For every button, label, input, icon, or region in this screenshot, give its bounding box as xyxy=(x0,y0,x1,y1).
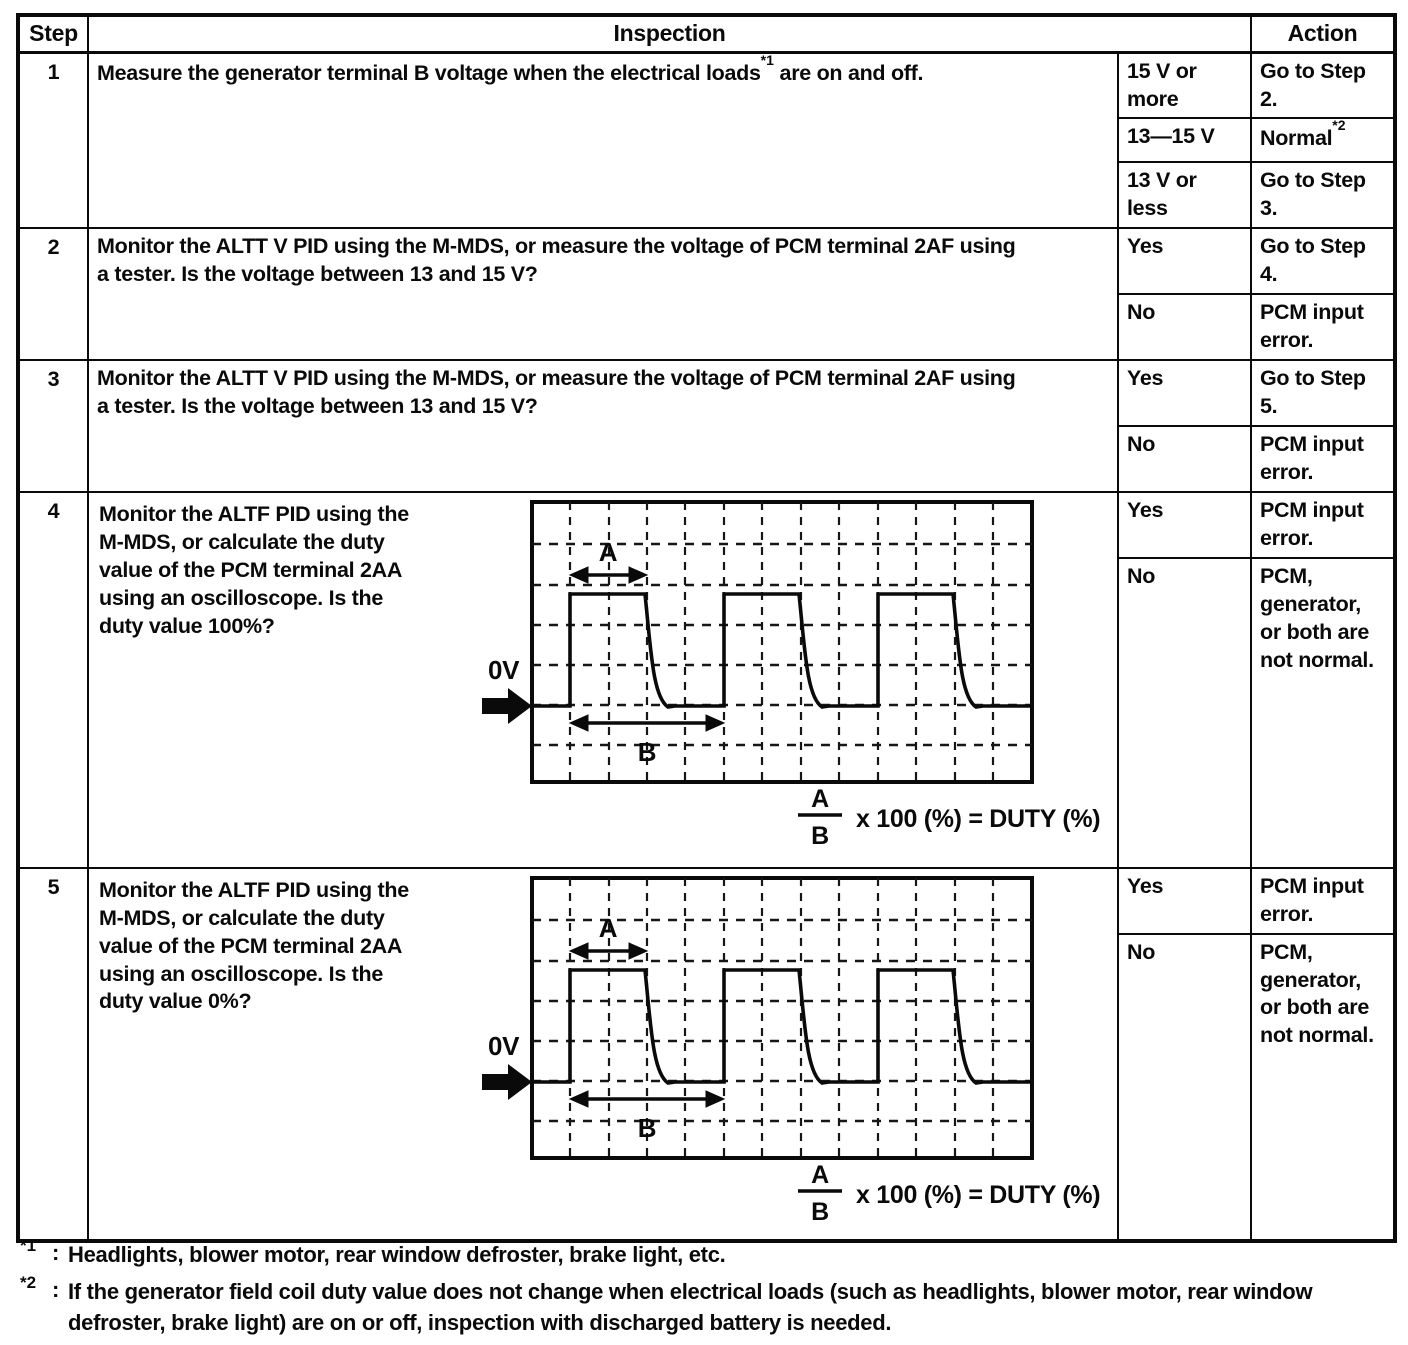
inspection-text-line: M-MDS, or calculate the duty xyxy=(99,905,385,930)
period-arrow xyxy=(568,1089,726,1108)
inspection-text-part: Measure the generator terminal B voltage… xyxy=(97,60,761,85)
inspection-text-line: duty value 0%? xyxy=(99,989,252,1014)
inspection-text-line: using an oscilloscope. Is the xyxy=(99,961,384,986)
result-action-cell: Go to Step 3. xyxy=(1250,161,1396,230)
zero-volt-label: 0V xyxy=(488,1031,520,1061)
footnote-separator: : xyxy=(52,1277,60,1303)
result-condition-cell: Yes xyxy=(1117,227,1252,296)
result-action-cell: Go to Step 5. xyxy=(1250,359,1396,427)
inspection-cell: Monitor the ALTT V PID using the M-MDS, … xyxy=(87,227,1119,362)
inspection-text: Monitor the ALTF PID using the M-MDS, or… xyxy=(99,501,459,641)
inspection-text-line: a tester. Is the voltage between 13 and … xyxy=(97,262,538,287)
result-condition-cell: No xyxy=(1117,293,1252,362)
result-action-cell: PCM, generator, or both are not normal. xyxy=(1250,556,1396,869)
formula-expression: x 100 (%) = DUTY (%) xyxy=(856,1181,1100,1209)
inspection-text-line: Monitor the ALTT V PID using the M-MDS, … xyxy=(97,366,1016,391)
result-condition-cell: 13 V or less xyxy=(1117,161,1252,230)
result-action-cell: Go to Step 4. xyxy=(1250,227,1396,296)
pulse-width-label: A xyxy=(599,913,618,943)
step-number-cell: 5 xyxy=(17,866,89,1242)
inspection-cell: Monitor the ALTT V PID using the M-MDS, … xyxy=(87,359,1119,493)
period-label: B xyxy=(638,1113,656,1143)
inspection-text-line: a tester. Is the voltage between 13 and … xyxy=(97,394,538,419)
inspection-text-line: Monitor the ALTF PID using the xyxy=(99,501,409,526)
footnote-text: Headlights, blower motor, rear window de… xyxy=(68,1242,726,1267)
step-number-cell: 1 xyxy=(17,51,89,230)
inspection-text: Monitor the ALTF PID using the M-MDS, or… xyxy=(99,877,459,1017)
footnote-text: If the generator field coil duty value d… xyxy=(68,1279,1313,1335)
formula-numerator: A xyxy=(811,1161,829,1189)
formula-numerator: A xyxy=(811,785,829,813)
result-condition-cell: 15 V or more xyxy=(1117,51,1252,120)
inspection-cell: Measure the generator terminal B voltage… xyxy=(87,51,1119,230)
result-condition-cell: 13—15 V xyxy=(1117,117,1252,164)
result-action-cell: PCM input error. xyxy=(1250,293,1396,362)
result-condition-cell: Yes xyxy=(1117,359,1252,427)
formula-denominator: B xyxy=(811,822,829,849)
inspection-cell: Monitor the ALTF PID using the M-MDS, or… xyxy=(87,866,1119,1242)
duty-formula: A B x 100 (%) = DUTY (%) xyxy=(798,1161,1101,1225)
zero-volt-arrow-icon xyxy=(482,1063,532,1100)
inspection-text-line: Monitor the ALTT V PID using the M-MDS, … xyxy=(97,234,1016,259)
inspection-text-line: value of the PCM terminal 2AA xyxy=(99,557,403,582)
zero-volt-label: 0V xyxy=(488,655,520,685)
step-number-cell: 2 xyxy=(17,227,89,362)
step-number-cell: 3 xyxy=(17,359,89,493)
column-header-inspection: Inspection xyxy=(87,13,1252,54)
footnote-marker: *1 xyxy=(20,1236,37,1255)
inspection-text-part: are on and off. xyxy=(773,60,924,85)
formula-denominator: B xyxy=(811,1198,829,1225)
pulse-width-arrow xyxy=(568,566,649,584)
troubleshooting-table: Step Inspection Action 1 Measure the gen… xyxy=(16,13,1397,1243)
footnote-2: *2 : If the generator field coil duty va… xyxy=(16,1273,1400,1338)
result-condition-cell: Yes xyxy=(1117,490,1252,559)
zero-volt-arrow-icon xyxy=(482,687,532,724)
result-action-cell: PCM input error. xyxy=(1250,490,1396,559)
footnote-marker: *2 xyxy=(20,1273,37,1293)
duty-formula: A B x 100 (%) = DUTY (%) xyxy=(798,785,1101,849)
result-action-cell: PCM input error. xyxy=(1250,424,1396,493)
result-condition-cell: No xyxy=(1117,424,1252,493)
duty-waveform-figure: A B 0V A B x 100 (%) = xyxy=(482,499,1101,849)
inspection-text-line: Monitor the ALTF PID using the xyxy=(99,877,409,902)
period-arrow xyxy=(568,714,726,732)
result-action-cell: PCM input error. xyxy=(1250,866,1396,935)
footnote-ref-1: *1 xyxy=(760,51,774,68)
result-action-cell: Normal*2 xyxy=(1250,117,1396,164)
scope-screen xyxy=(530,499,1034,784)
result-condition-cell: No xyxy=(1117,556,1252,869)
duty-waveform-figure: A B 0V A B x 100 (%) = xyxy=(482,875,1101,1225)
inspection-cell: Monitor the ALTF PID using the M-MDS, or… xyxy=(87,490,1119,869)
result-condition-cell: Yes xyxy=(1117,866,1252,935)
inspection-text-line: value of the PCM terminal 2AA xyxy=(99,933,403,958)
inspection-text: Measure the generator terminal B voltage… xyxy=(97,52,924,85)
column-header-action: Action xyxy=(1250,13,1396,54)
pulse-width-label: A xyxy=(599,537,618,567)
waveform xyxy=(532,592,1032,709)
inspection-text-line: using an oscilloscope. Is the xyxy=(99,585,384,610)
formula-expression: x 100 (%) = DUTY (%) xyxy=(856,805,1100,833)
column-header-step: Step xyxy=(17,13,89,54)
footnotes: *1 : Headlights, blower motor, rear wind… xyxy=(16,1236,1400,1345)
result-condition-cell: No xyxy=(1117,932,1252,1242)
inspection-text-line: M-MDS, or calculate the duty xyxy=(99,529,385,554)
inspection-text-line: duty value 100%? xyxy=(99,613,275,638)
footnote-1: *1 : Headlights, blower motor, rear wind… xyxy=(16,1236,1400,1270)
result-action-cell: Go to Step 2. xyxy=(1250,51,1396,120)
waveform xyxy=(532,967,1032,1085)
action-text: Normal xyxy=(1260,126,1333,151)
period-label: B xyxy=(638,737,656,767)
scope-screen xyxy=(530,875,1034,1160)
pulse-width-arrow xyxy=(568,941,649,960)
footnote-ref-2: *2 xyxy=(1332,117,1346,134)
footnote-separator: : xyxy=(52,1240,60,1265)
result-action-cell: PCM, generator, or both are not normal. xyxy=(1250,932,1396,1242)
step-number-cell: 4 xyxy=(17,490,89,869)
